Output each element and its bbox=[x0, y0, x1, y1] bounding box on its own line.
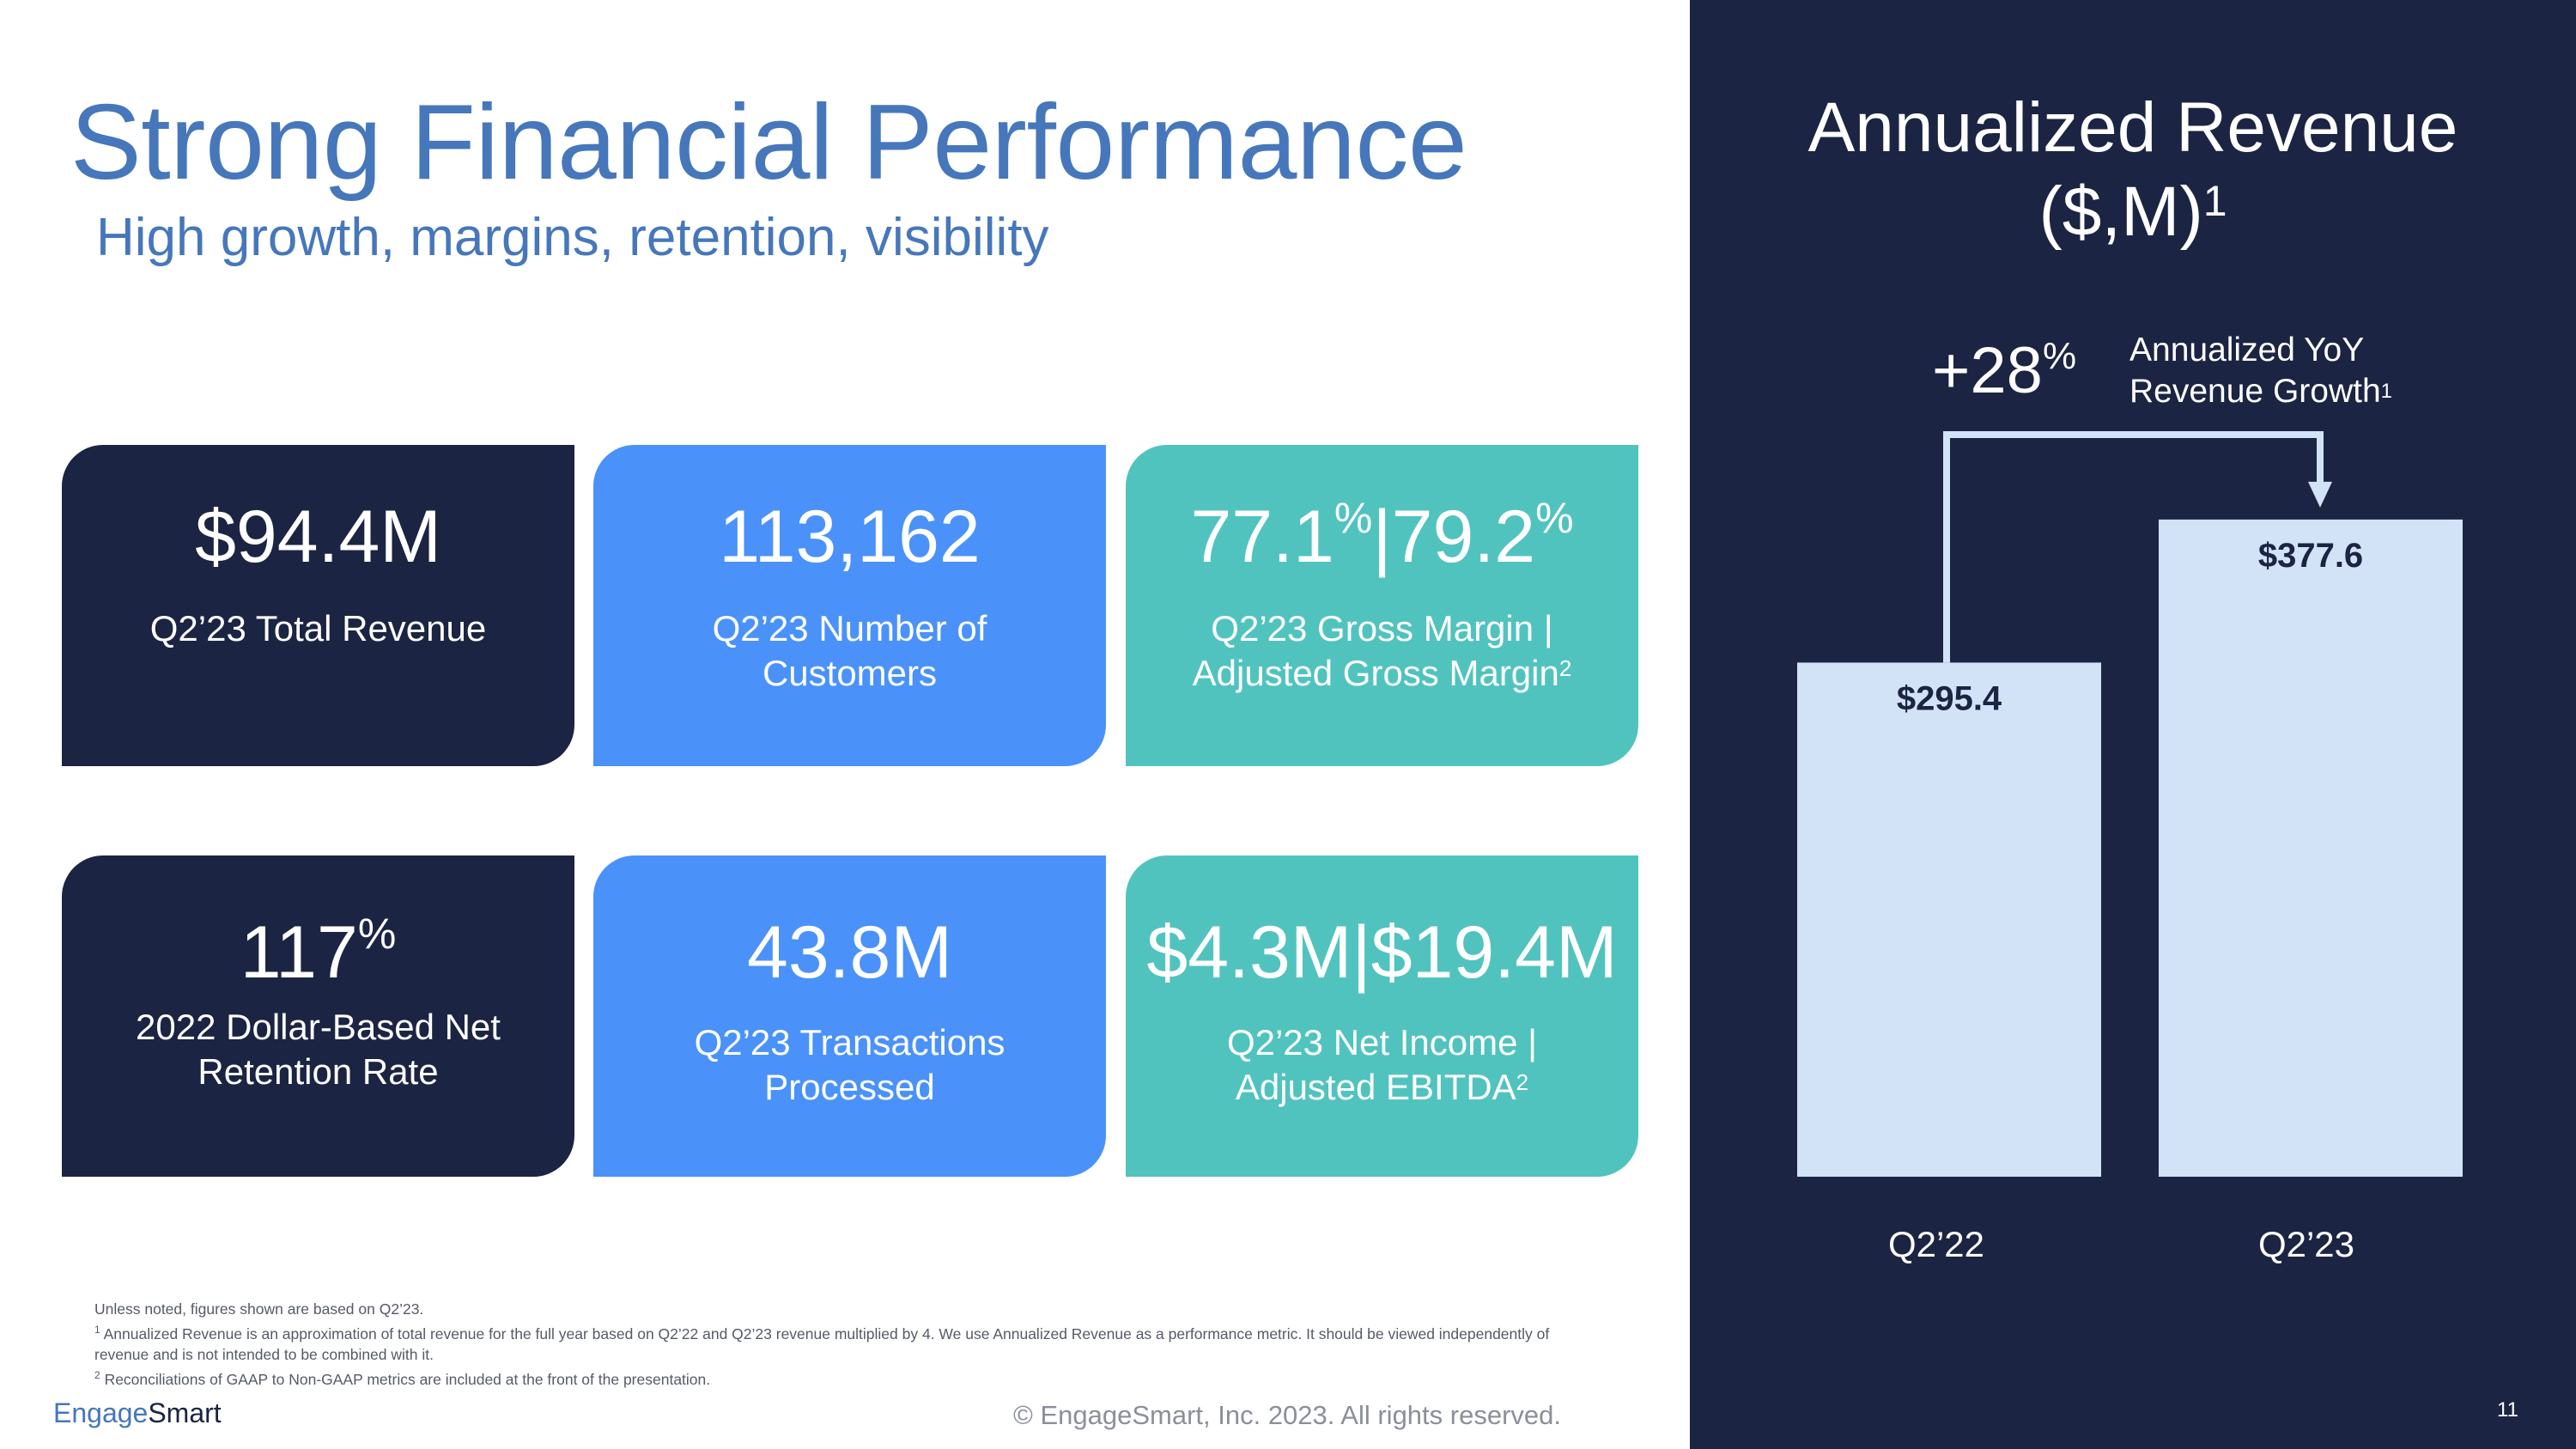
kpi-value: $4.3M|$19.4M bbox=[1146, 911, 1618, 994]
footnotes: Unless noted, figures shown are based on… bbox=[94, 1299, 1554, 1390]
bar-value-label: $377.6 bbox=[2258, 537, 2363, 575]
kpi-card-transactions: 43.8M Q2’23 Transactions Processed bbox=[593, 855, 1106, 1177]
kpi-label: Q2’23 Total Revenue bbox=[149, 608, 487, 648]
kpi-card-customers: 113,162 Q2’23 Number of Customers bbox=[593, 445, 1106, 766]
x-tick-label: Q2’23 bbox=[2258, 1224, 2354, 1264]
page-number: 11 bbox=[2497, 1398, 2518, 1422]
kpi-card-gross-margin: 77.1%|79.2% Q2’23 Gross Margin | Adjuste… bbox=[1126, 445, 1638, 766]
kpi-label: 2022 Dollar-Based Net Retention Rate bbox=[136, 1007, 501, 1092]
kpi-label: Q2’23 Gross Margin | Adjusted Gross Marg… bbox=[1192, 608, 1572, 693]
chart-title: Annualized Revenue ($,M)1 bbox=[1807, 88, 2458, 252]
kpi-label: Q2’23 Net Income | Adjusted EBITDA2 bbox=[1226, 1022, 1538, 1107]
brand-logo: EngageSmart bbox=[53, 1397, 222, 1428]
kpi-value: $94.4M bbox=[195, 496, 441, 578]
growth-connector-line bbox=[1943, 431, 2324, 663]
kpi-card-net-income: $4.3M|$19.4M Q2’23 Net Income | Adjusted… bbox=[1126, 855, 1638, 1177]
kpi-value: 113,162 bbox=[719, 496, 981, 578]
kpi-label: Q2’23 Transactions Processed bbox=[694, 1022, 1005, 1107]
bar-value-label: $295.4 bbox=[1897, 679, 2002, 717]
yoy-growth-label: Annualized YoY Revenue Growth1 bbox=[2129, 332, 2393, 410]
page-subtitle: High growth, margins, retention, visibil… bbox=[96, 208, 1049, 267]
copyright-text: © EngageSmart, Inc. 2023. All rights res… bbox=[1013, 1400, 1561, 1430]
bar-2 bbox=[2159, 519, 2463, 1177]
bar-1 bbox=[1797, 662, 2101, 1177]
kpi-card-total-revenue: $94.4M Q2’23 Total Revenue bbox=[62, 445, 574, 766]
kpi-value: 77.1%|79.2% bbox=[1190, 494, 1574, 578]
page-title: Strong Financial Performance bbox=[70, 83, 1467, 202]
arrow-down-icon bbox=[2308, 481, 2332, 508]
x-tick-label: Q2’22 bbox=[1888, 1224, 1984, 1264]
kpi-value: 43.8M bbox=[746, 911, 953, 994]
kpi-value: 117% bbox=[240, 910, 397, 994]
footnote-2: 2 Reconciliations of GAAP to Non-GAAP me… bbox=[94, 1368, 711, 1388]
kpi-card-net-retention: 117% 2022 Dollar-Based Net Retention Rat… bbox=[62, 855, 574, 1177]
yoy-growth-value: +28% bbox=[1932, 334, 2077, 407]
kpi-label: Q2’23 Number of Customers bbox=[712, 608, 987, 693]
footnote-1: 1 Annualized Revenue is an approximation… bbox=[94, 1324, 1550, 1363]
footnote-intro: Unless noted, figures shown are based on… bbox=[94, 1300, 424, 1318]
